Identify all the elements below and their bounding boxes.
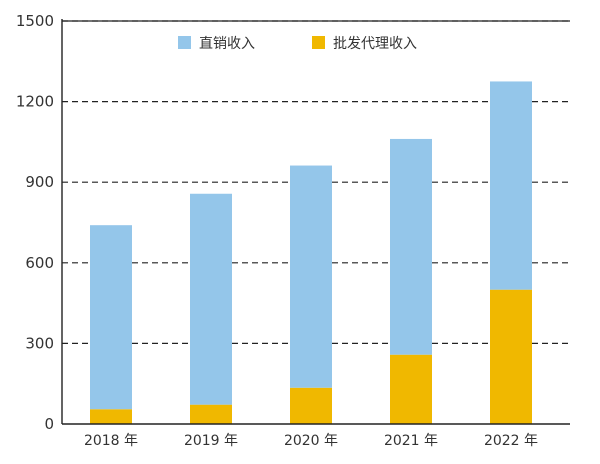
bar-direct-4 — [490, 81, 532, 290]
legend: 直销收入 批发代理收入 — [178, 35, 417, 52]
bar-direct-1 — [190, 193, 232, 405]
axes — [61, 19, 570, 425]
y-tick-labels: 0 300 600 900 1200 1500 — [16, 12, 54, 433]
legend-label-0: 直销收入 — [199, 35, 255, 52]
x-tick-label-0: 2018 年 — [84, 433, 138, 449]
bar-direct-2 — [290, 165, 332, 388]
bar-wholesale-1 — [190, 404, 232, 424]
bar-wholesale-3 — [390, 354, 432, 424]
x-tick-label-1: 2019 年 — [184, 433, 238, 449]
y-tick-label-600: 600 — [25, 254, 54, 272]
legend-swatch-1 — [312, 36, 325, 49]
bar-wholesale-0 — [90, 409, 132, 424]
legend-label-1: 批发代理收入 — [333, 36, 417, 52]
bar-direct-0 — [90, 225, 132, 410]
y-tick-label-300: 300 — [25, 334, 54, 352]
x-tick-label-2: 2020 年 — [284, 433, 338, 449]
legend-swatch-0 — [178, 36, 191, 49]
bars — [90, 81, 532, 424]
x-tick-label-3: 2021 年 — [384, 433, 438, 449]
y-tick-label-1500: 1500 — [16, 12, 54, 30]
y-tick-label-1200: 1200 — [16, 93, 54, 111]
x-tick-label-4: 2022 年 — [484, 433, 538, 449]
x-tick-labels: 2018 年 2019 年 2020 年 2021 年 2022 年 — [84, 433, 538, 449]
bar-wholesale-2 — [290, 387, 332, 424]
bar-wholesale-4 — [490, 289, 532, 424]
y-tick-label-900: 900 — [25, 173, 54, 191]
y-tick-label-0: 0 — [44, 415, 54, 433]
bar-direct-3 — [390, 138, 432, 355]
